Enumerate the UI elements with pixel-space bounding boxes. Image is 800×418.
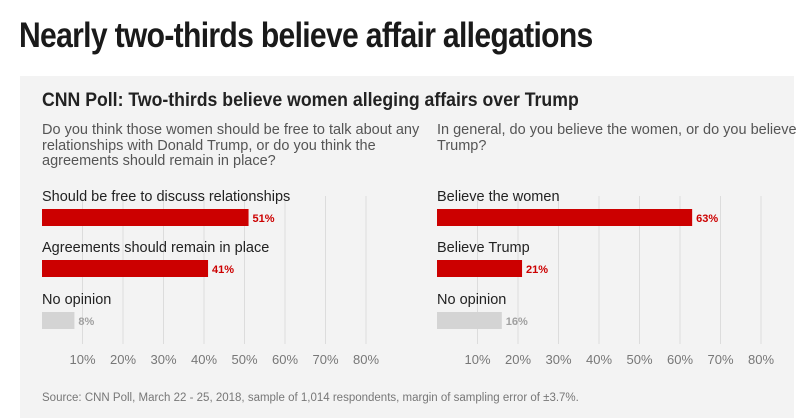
value-label: 51% <box>253 213 275 225</box>
value-label: 63% <box>696 213 718 225</box>
tick-label: 50% <box>626 352 652 367</box>
category-label: Believe Trump <box>437 240 530 256</box>
tick-label: 80% <box>748 352 774 367</box>
category-label: Agreements should remain in place <box>42 240 269 256</box>
bar <box>42 312 75 329</box>
chart-panel: CNN Poll: Two-thirds believe women alleg… <box>20 76 797 418</box>
bar <box>437 260 523 277</box>
value-label: 16% <box>506 316 528 328</box>
chart-title: CNN Poll: Two-thirds believe women alleg… <box>42 90 579 111</box>
chart-left: Should be free to discuss relationships 5… <box>42 189 379 367</box>
tick-label: 30% <box>545 352 571 367</box>
value-label: 8% <box>78 316 94 328</box>
tick-label: 10% <box>464 352 490 367</box>
value-label: 21% <box>526 264 548 276</box>
bar <box>437 312 502 329</box>
tick-label: 70% <box>707 352 733 367</box>
tick-label: 10% <box>69 352 95 367</box>
bar <box>42 209 249 226</box>
value-label: 41% <box>212 264 234 276</box>
bar <box>437 209 693 226</box>
headline: Nearly two-thirds believe affair allegat… <box>19 16 593 55</box>
chart-right: Believe the women 63% Believe Trump 21% No o… <box>437 189 774 367</box>
tick-label: 20% <box>505 352 531 367</box>
source-note: Source: CNN Poll, March 22 - 25, 2018, s… <box>42 392 579 404</box>
category-label: Should be free to discuss relationships <box>42 189 290 205</box>
category-label: No opinion <box>437 292 506 308</box>
tick-label: 60% <box>272 352 298 367</box>
tick-label: 40% <box>586 352 612 367</box>
tick-label: 60% <box>667 352 693 367</box>
tick-label: 80% <box>353 352 379 367</box>
tick-label: 50% <box>231 352 257 367</box>
tick-label: 20% <box>110 352 136 367</box>
tick-label: 30% <box>150 352 176 367</box>
category-label: No opinion <box>42 292 111 308</box>
question-right: In general, do you believe the women, or… <box>437 122 797 154</box>
question-left: Do you think those women should be free … <box>42 122 420 169</box>
tick-label: 40% <box>191 352 217 367</box>
category-label: Believe the women <box>437 189 560 205</box>
tick-label: 70% <box>312 352 338 367</box>
bar <box>42 260 209 277</box>
